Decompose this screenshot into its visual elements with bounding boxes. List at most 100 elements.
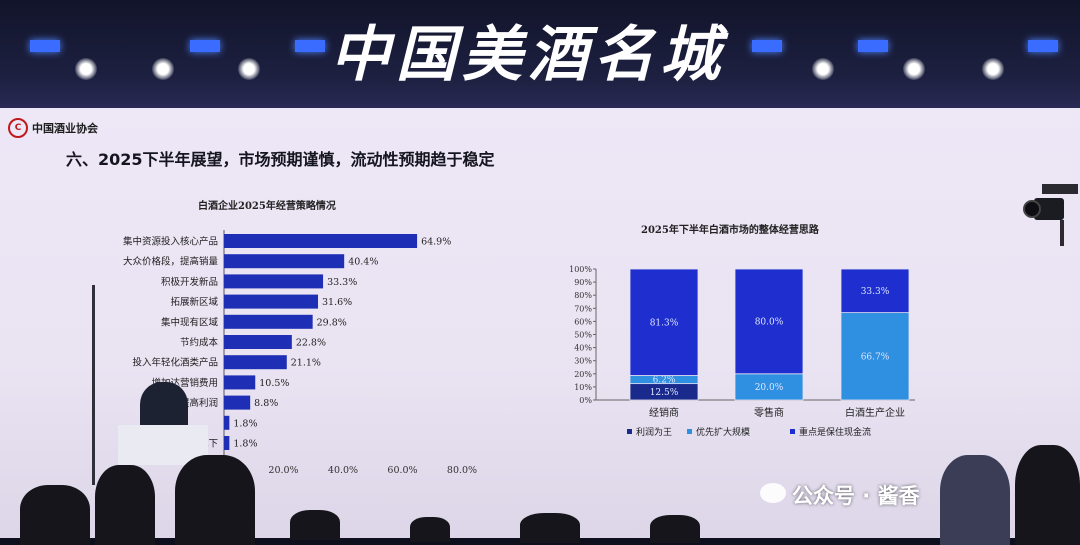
bar-category-label: 节约成本 (180, 337, 219, 349)
wechat-icon (760, 483, 786, 503)
bar-value-label: 64.9% (421, 237, 451, 248)
x-tick-label: 40.0% (328, 465, 358, 476)
bar-value-label: 33.3% (327, 277, 357, 288)
y-tick-label: 10% (574, 383, 592, 392)
legend-label: 利润为王 (636, 426, 672, 438)
stacked-category-label: 经销商 (649, 406, 679, 419)
legend-swatch (790, 429, 795, 434)
stacked-segment (734, 268, 804, 375)
bar-category-label: 集中资源投入核心产品 (123, 236, 218, 248)
camera-rig (1023, 184, 1078, 246)
x-tick-label: 80.0% (447, 465, 477, 476)
bar (224, 254, 345, 269)
bar-category-label: 集中现有区域 (161, 316, 219, 328)
stage-light-bar (858, 40, 888, 52)
org-name: 中国酒业协会 (32, 122, 98, 135)
stage-spotlight (152, 58, 174, 80)
y-tick-label: 50% (574, 331, 592, 340)
audience-person (290, 510, 340, 540)
audience-person (650, 515, 700, 543)
org-logo: C 中国酒业协会 (8, 118, 98, 138)
bar (224, 274, 324, 289)
audience-person (1015, 445, 1080, 545)
y-tick-label: 80% (574, 291, 592, 300)
segment-value-label: 20.0% (755, 383, 784, 393)
bar-value-label: 1.8% (233, 439, 257, 450)
audience-person (410, 517, 450, 542)
y-tick-label: 30% (574, 357, 592, 366)
stacked-category-label: 白酒生产企业 (845, 406, 905, 419)
x-tick-label: 60.0% (387, 465, 417, 476)
legend-swatch (687, 429, 692, 434)
bar (224, 314, 313, 329)
bar-category-label: 拓展新区域 (170, 296, 218, 308)
stacked-chart-title: 2025年下半年白酒市场的整体经营思路 (641, 225, 819, 236)
y-tick-label: 60% (574, 317, 592, 326)
stacked-segment (840, 312, 910, 401)
audience-person (940, 455, 1010, 545)
legend-label: 重点是保住现金流 (799, 426, 871, 438)
segment-value-label: 33.3% (861, 287, 890, 297)
bar (224, 234, 418, 248)
stage-spotlight (982, 58, 1004, 80)
segment-value-label: 12.5% (650, 388, 679, 398)
bar (224, 375, 256, 390)
slide-title: 六、2025下半年展望，市场预期谨慎，流动性预期趋于稳定 (66, 150, 495, 169)
bar (224, 294, 319, 309)
stacked-segment (734, 373, 804, 401)
y-tick-label: 0% (579, 396, 592, 405)
bar (224, 415, 230, 430)
stage-spotlight (238, 58, 260, 80)
bar (224, 335, 292, 349)
bar-category-label: 积极开发新品 (161, 276, 218, 288)
stacked-category-label: 零售商 (754, 406, 784, 419)
stage-light-bar (295, 40, 325, 52)
stacked-segment (629, 268, 699, 376)
stacked-segment (840, 268, 910, 314)
bar-value-label: 21.1% (291, 358, 321, 369)
banner-title: 中国美酒名城 (330, 20, 726, 90)
audience-silhouettes (0, 445, 1080, 545)
y-tick-label: 20% (574, 370, 592, 379)
stage-backdrop: 中国美酒名城 (0, 0, 1080, 110)
audience-person (20, 485, 90, 545)
y-tick-label: 100% (569, 265, 592, 274)
x-tick-label: 20.0% (268, 465, 298, 476)
bar-value-label: 22.8% (296, 338, 326, 349)
segment-value-label: 81.3% (650, 318, 679, 328)
segment-value-label: 66.7% (861, 352, 890, 362)
microphone-stand (92, 285, 95, 485)
bar (224, 355, 287, 370)
audience-person (175, 455, 255, 545)
bar-value-label: 10.5% (259, 378, 289, 389)
bar-chart-title: 白酒企业2025年经营策略情况 (198, 201, 336, 212)
watermark-text: 公众号 · 酱香 (792, 484, 920, 508)
stage-light-bar (190, 40, 220, 52)
bar (224, 436, 230, 450)
stage-light-bar (30, 40, 60, 52)
stage-spotlight (903, 58, 925, 80)
bar-category-label: 投入年轻化酒类产品 (132, 357, 218, 369)
segment-value-label: 80.0% (755, 317, 784, 327)
stage-spotlight (75, 58, 97, 80)
bar-value-label: 31.6% (322, 297, 352, 308)
bar-value-label: 1.8% (233, 418, 257, 429)
y-tick-label: 40% (574, 344, 592, 353)
bar-value-label: 29.8% (317, 317, 347, 328)
speaker-person (140, 382, 188, 432)
legend-swatch (627, 429, 632, 434)
org-logo-icon: C (8, 118, 28, 138)
stage-light-bar (752, 40, 782, 52)
stage-light-bar (1028, 40, 1058, 52)
bar-value-label: 40.4% (348, 257, 378, 268)
bar (224, 395, 251, 410)
y-tick-label: 90% (574, 278, 592, 287)
bar-category-label: 大众价格段，提高销量 (123, 256, 219, 268)
legend-label: 优先扩大规模 (696, 426, 750, 438)
audience-person (95, 465, 155, 545)
bar-value-label: 8.8% (254, 398, 278, 409)
y-tick-label: 70% (574, 304, 592, 313)
stage-spotlight (812, 58, 834, 80)
audience-person (520, 513, 580, 543)
